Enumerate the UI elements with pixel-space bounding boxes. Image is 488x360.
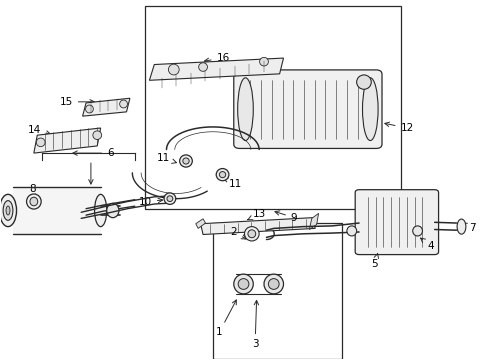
Text: 16: 16 [204,53,229,63]
Text: 6: 6 [73,148,114,158]
Bar [144,6,400,209]
Ellipse shape [356,75,370,89]
Ellipse shape [106,203,119,218]
Text: 11: 11 [157,153,176,163]
Polygon shape [34,128,101,153]
Ellipse shape [346,226,356,236]
Text: 9: 9 [274,211,297,222]
Ellipse shape [168,64,179,75]
Ellipse shape [6,206,10,215]
Text: 4: 4 [420,238,433,251]
Ellipse shape [166,196,172,202]
Ellipse shape [30,197,38,206]
Ellipse shape [85,105,93,113]
Polygon shape [309,213,318,229]
Ellipse shape [362,78,377,140]
Ellipse shape [216,168,228,181]
Bar [212,223,341,359]
Ellipse shape [412,226,422,236]
Polygon shape [239,74,375,144]
Ellipse shape [120,100,127,108]
Polygon shape [200,218,315,234]
Text: 11: 11 [223,178,242,189]
Polygon shape [358,193,434,252]
Text: 12: 12 [384,122,413,133]
Ellipse shape [247,230,255,238]
Ellipse shape [93,131,102,139]
Ellipse shape [0,194,17,226]
Text: 7: 7 [462,223,474,233]
FancyBboxPatch shape [233,70,381,148]
Text: 15: 15 [60,97,94,107]
Ellipse shape [456,219,465,234]
Text: 8: 8 [29,184,36,199]
Polygon shape [195,219,205,228]
Text: 5: 5 [370,253,378,269]
Text: 13: 13 [247,209,266,220]
Ellipse shape [183,158,189,164]
Text: 3: 3 [251,300,258,349]
Polygon shape [13,187,101,234]
Text: 2: 2 [230,227,245,239]
Ellipse shape [163,193,175,204]
Ellipse shape [179,155,192,167]
Ellipse shape [198,63,207,71]
Ellipse shape [94,194,106,226]
Ellipse shape [244,226,259,241]
Text: 10: 10 [139,197,163,207]
Polygon shape [149,58,283,80]
Ellipse shape [237,78,253,140]
Polygon shape [82,98,130,116]
Ellipse shape [233,274,253,294]
Ellipse shape [219,172,225,178]
Ellipse shape [268,279,279,289]
Ellipse shape [238,279,248,289]
Ellipse shape [259,57,268,66]
Ellipse shape [3,201,13,220]
Ellipse shape [26,194,41,209]
Text: 1: 1 [216,300,236,337]
Text: 14: 14 [27,125,50,135]
FancyBboxPatch shape [354,190,438,255]
Ellipse shape [264,274,283,294]
Ellipse shape [36,138,45,147]
